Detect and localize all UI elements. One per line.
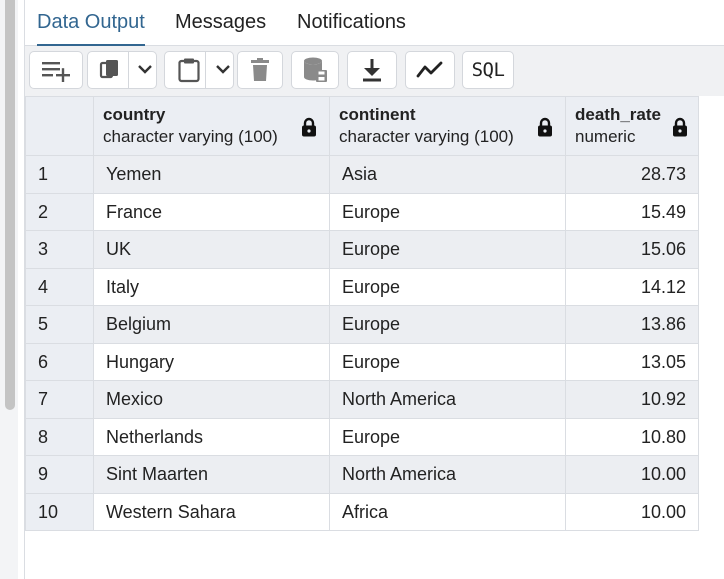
continent-cell[interactable]: Europe [329, 192, 566, 231]
paste-button-group[interactable] [164, 51, 234, 89]
death-rate-cell[interactable]: 28.73 [565, 155, 699, 194]
row-number-header[interactable] [25, 96, 94, 156]
chevron-down-icon[interactable] [138, 65, 152, 75]
panel-divider [24, 0, 25, 579]
row-number-cell[interactable]: 7 [25, 380, 94, 419]
tab-notifications[interactable]: Notifications [297, 11, 406, 33]
country-cell[interactable]: Hungary [93, 342, 330, 381]
death-rate-cell[interactable]: 14.12 [565, 267, 699, 306]
table-row[interactable]: 8 Netherlands Europe 10.80 [25, 417, 699, 456]
death-rate-cell[interactable]: 10.00 [565, 455, 699, 494]
continent-cell[interactable]: Europe [329, 305, 566, 344]
death-rate-cell[interactable]: 10.00 [565, 492, 699, 531]
download-icon [363, 59, 381, 82]
continent-cell[interactable]: Africa [329, 492, 566, 531]
country-cell[interactable]: Western Sahara [93, 492, 330, 531]
continent-cell[interactable]: North America [329, 455, 566, 494]
column-header-continent[interactable]: continent character varying (100) [329, 96, 566, 156]
results-tab-bar: Data Output Messages Notifications [25, 0, 724, 47]
continent-cell[interactable]: Europe [329, 417, 566, 456]
trash-icon [251, 58, 269, 81]
row-number-cell[interactable]: 8 [25, 417, 94, 456]
tab-data-output[interactable]: Data Output [37, 8, 145, 47]
table-row[interactable]: 9 Sint Maarten North America 10.00 [25, 455, 699, 494]
copy-split-divider [128, 51, 129, 89]
save-data-button[interactable] [291, 51, 339, 89]
continent-cell[interactable]: North America [329, 380, 566, 419]
column-type: character varying (100) [339, 127, 514, 146]
country-cell[interactable]: Yemen [93, 155, 330, 194]
lock-icon [537, 117, 553, 142]
row-number-cell[interactable]: 2 [25, 192, 94, 231]
country-cell[interactable]: Netherlands [93, 417, 330, 456]
country-cell[interactable]: Belgium [93, 305, 330, 344]
delete-button[interactable] [237, 51, 283, 89]
save-data-icon [304, 57, 327, 82]
results-data-grid: country character varying (100) continen… [25, 96, 699, 531]
column-header-country[interactable]: country character varying (100) [93, 96, 330, 156]
paste-icon [177, 57, 201, 83]
row-number-cell[interactable]: 9 [25, 455, 94, 494]
table-row[interactable]: 7 Mexico North America 10.92 [25, 380, 699, 419]
lock-icon [301, 117, 317, 142]
row-number-cell[interactable]: 3 [25, 230, 94, 269]
death-rate-cell[interactable]: 10.92 [565, 380, 699, 419]
column-name: country [103, 105, 166, 124]
death-rate-cell[interactable]: 15.49 [565, 192, 699, 231]
continent-cell[interactable]: Europe [329, 267, 566, 306]
graph-visualiser-button[interactable] [405, 51, 455, 89]
table-row[interactable]: 4 Italy Europe 14.12 [25, 267, 699, 306]
column-name: death_rate [575, 105, 661, 124]
scrollbar-thumb[interactable] [5, 0, 15, 410]
continent-cell[interactable]: Europe [329, 230, 566, 269]
country-cell[interactable]: Sint Maarten [93, 455, 330, 494]
download-button[interactable] [347, 51, 397, 89]
country-cell[interactable]: France [93, 192, 330, 231]
tab-messages[interactable]: Messages [175, 11, 267, 33]
results-toolbar: SQL [25, 46, 724, 96]
death-rate-cell[interactable]: 13.86 [565, 305, 699, 344]
column-type: numeric [575, 127, 636, 146]
column-name: continent [339, 105, 416, 124]
sql-button[interactable]: SQL [462, 51, 514, 89]
copy-button-group[interactable] [87, 51, 157, 89]
left-scrollbar-track[interactable] [0, 0, 18, 579]
copy-icon [98, 57, 124, 83]
grid-body: 1 Yemen Asia 28.73 2 France Europe 15.49 3 UK Euro… [25, 155, 699, 531]
table-row[interactable]: 5 Belgium Europe 13.86 [25, 305, 699, 344]
paste-split-divider [205, 51, 206, 89]
row-number-cell[interactable]: 5 [25, 305, 94, 344]
table-row[interactable]: 10 Western Sahara Africa 10.00 [25, 492, 699, 531]
lock-icon [672, 117, 688, 142]
death-rate-cell[interactable]: 10.80 [565, 417, 699, 456]
add-row-icon [42, 62, 70, 82]
row-number-cell[interactable]: 4 [25, 267, 94, 306]
death-rate-cell[interactable]: 13.05 [565, 342, 699, 381]
add-row-button[interactable] [29, 51, 83, 89]
table-row[interactable]: 3 UK Europe 15.06 [25, 230, 699, 269]
death-rate-cell[interactable]: 15.06 [565, 230, 699, 269]
country-cell[interactable]: UK [93, 230, 330, 269]
country-cell[interactable]: Italy [93, 267, 330, 306]
continent-cell[interactable]: Europe [329, 342, 566, 381]
chevron-down-icon[interactable] [216, 65, 230, 75]
table-row[interactable]: 6 Hungary Europe 13.05 [25, 342, 699, 381]
grid-header-row: country character varying (100) continen… [25, 96, 699, 156]
table-row[interactable]: 1 Yemen Asia 28.73 [25, 155, 699, 194]
table-row[interactable]: 2 France Europe 15.49 [25, 192, 699, 231]
country-cell[interactable]: Mexico [93, 380, 330, 419]
row-number-cell[interactable]: 10 [25, 492, 94, 531]
column-type: character varying (100) [103, 127, 278, 146]
row-number-cell[interactable]: 6 [25, 342, 94, 381]
sql-button-label: SQL [471, 59, 505, 81]
continent-cell[interactable]: Asia [329, 155, 566, 194]
graph-icon [416, 61, 443, 78]
column-header-death-rate[interactable]: death_rate numeric [565, 96, 699, 156]
row-number-cell[interactable]: 1 [25, 155, 94, 194]
